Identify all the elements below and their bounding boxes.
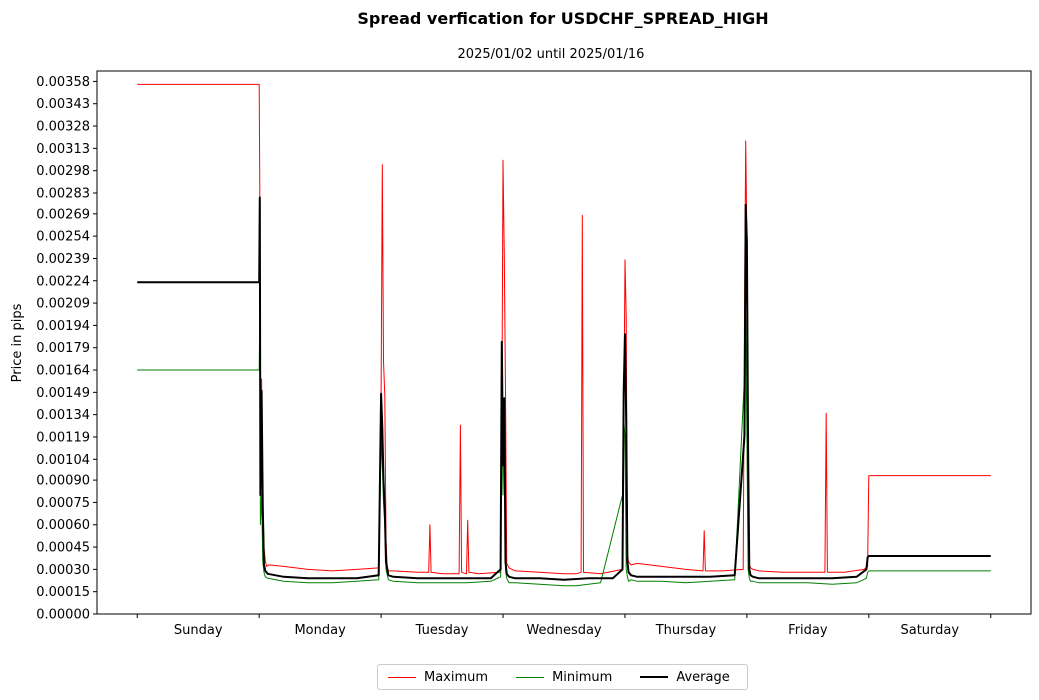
y-tick-label: 0.00313	[36, 142, 90, 157]
y-tick-label: 0.00239	[36, 252, 90, 267]
x-tick-label: Monday	[294, 623, 346, 638]
legend-label-average: Average	[676, 669, 730, 685]
y-axis-label: Price in pips	[10, 303, 25, 382]
x-tick-label: Friday	[788, 623, 828, 638]
legend-item-maximum: Maximum	[388, 670, 488, 685]
y-tick-label: 0.00075	[36, 496, 90, 511]
legend-label-maximum: Maximum	[424, 669, 489, 685]
y-tick-label: 0.00000	[36, 608, 90, 623]
series-line-average	[137, 196, 991, 581]
x-axis: Sunday Monday Tuesday Wednesday Thursday Frid…	[136, 614, 992, 638]
legend-item-average: Average	[640, 669, 730, 685]
y-tick-label: 0.00134	[36, 408, 90, 423]
y-tick-label: 0.00179	[36, 341, 90, 356]
chart-title: Spread verfication for USDCHF_SPREAD_HIG…	[357, 9, 768, 28]
x-tick-label: Tuesday	[415, 623, 469, 638]
y-tick-label: 0.00328	[36, 120, 90, 135]
y-tick-label: 0.00015	[36, 585, 90, 600]
y-tick-label: 0.00283	[36, 186, 90, 201]
series-line-minimum	[137, 316, 991, 587]
y-tick-label: 0.00090	[36, 474, 90, 489]
y-tick-label: 0.00060	[36, 518, 90, 533]
x-tick-label: Wednesday	[526, 623, 602, 638]
y-axis: 0.00000 0.00015 0.00030 0.00045 0.00060 0.000…	[36, 75, 97, 623]
y-tick-label: 0.00045	[36, 541, 90, 556]
y-tick-label: 0.00164	[36, 364, 90, 379]
y-tick-label: 0.00149	[36, 386, 90, 401]
chart-subtitle: 2025/01/02 until 2025/01/16	[458, 47, 645, 62]
series-line-maximum	[137, 83, 991, 575]
y-tick-label: 0.00194	[36, 319, 90, 334]
legend-swatch-minimum	[516, 676, 545, 678]
legend-item-minimum: Minimum	[516, 670, 612, 685]
y-tick-label: 0.00269	[36, 207, 90, 222]
legend-swatch-average	[640, 676, 669, 678]
plot-frame	[96, 70, 1032, 615]
series-group	[137, 83, 991, 587]
y-tick-label: 0.00298	[36, 164, 90, 179]
y-tick-label: 0.00119	[36, 430, 90, 445]
y-tick-label: 0.00209	[36, 297, 90, 312]
legend-swatch-maximum	[388, 676, 416, 678]
y-tick-label: 0.00343	[36, 97, 90, 112]
legend: Maximum Minimum Average	[377, 664, 748, 690]
y-tick-label: 0.00358	[36, 75, 90, 90]
y-tick-label: 0.00030	[36, 563, 90, 578]
y-tick-label: 0.00224	[36, 274, 90, 289]
y-tick-label: 0.00104	[36, 453, 90, 468]
legend-label-minimum: Minimum	[552, 669, 613, 685]
x-tick-label: Saturday	[900, 623, 959, 638]
x-tick-label: Thursday	[655, 623, 717, 638]
y-tick-label: 0.00254	[36, 230, 90, 245]
x-tick-label: Sunday	[174, 623, 223, 638]
